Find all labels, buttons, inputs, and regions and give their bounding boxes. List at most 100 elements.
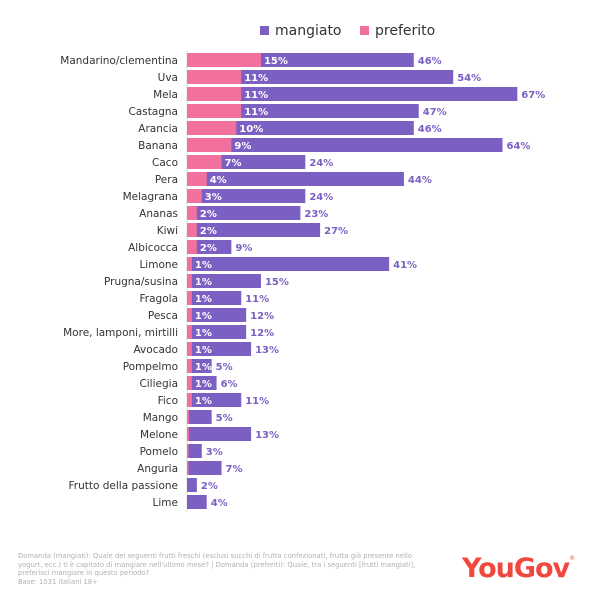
data-label-preferito: 1%	[195, 396, 212, 407]
category-label: Mandarino/clementina	[60, 55, 178, 67]
data-label-preferito: 2%	[200, 243, 217, 254]
data-label-mangiato: 27%	[324, 226, 348, 237]
bar-mangiato	[187, 308, 247, 322]
data-label-preferito: 1%	[195, 379, 212, 390]
bar-row: Ananas 2% 23%	[139, 206, 328, 220]
data-label-mangiato: 54%	[457, 73, 481, 84]
footnote-line: preferisci mangiare in questo periodo?	[18, 569, 150, 578]
bar-row: Melagrana 3% 24%	[123, 189, 333, 203]
category-label: Ciliegia	[139, 378, 178, 390]
data-label-mangiato: 46%	[418, 56, 442, 67]
bar-preferito	[187, 172, 207, 186]
data-label-mangiato: 46%	[418, 124, 442, 135]
bar-row: Lime 4%	[153, 495, 228, 509]
bar-mangiato	[187, 240, 232, 254]
bar-row: Mela 11% 67%	[153, 87, 545, 101]
yougov-logo: YouGov®	[462, 553, 575, 584]
bar-preferito	[187, 104, 242, 118]
data-label-preferito: 3%	[205, 192, 222, 203]
category-label: Kiwi	[157, 225, 178, 237]
data-label-preferito: 4%	[210, 175, 227, 186]
data-label-mangiato: 6%	[221, 379, 238, 390]
bar-mangiato	[187, 376, 217, 390]
data-label-mangiato: 12%	[250, 311, 274, 322]
bar-mangiato	[187, 393, 242, 407]
category-label: Frutto della passione	[69, 480, 178, 492]
data-label-mangiato: 3%	[206, 447, 223, 458]
legend-label-preferito: preferito	[375, 23, 435, 39]
bar-row: Pomelo 3%	[140, 444, 223, 458]
bar-preferito	[187, 138, 232, 152]
data-label-mangiato: 24%	[309, 158, 333, 169]
bar-preferito	[187, 308, 192, 322]
bar-row: Banana 9% 64%	[138, 138, 530, 152]
bar-preferito	[187, 87, 242, 101]
bar-row: Castagna 11% 47%	[128, 104, 447, 118]
category-label: Pompelmo	[123, 361, 178, 373]
legend-label-mangiato: mangiato	[275, 23, 342, 39]
footnote-line: yogurt, ecc.) ti è capitato di mangiare …	[18, 560, 416, 569]
data-label-mangiato: 5%	[216, 413, 233, 424]
bar-mangiato	[187, 342, 252, 356]
data-label-preferito: 1%	[195, 260, 212, 271]
category-label: Mango	[143, 412, 178, 424]
bar-row: Arancia 10% 46%	[138, 121, 442, 135]
data-label-mangiato: 5%	[216, 362, 233, 373]
category-label: Melagrana	[123, 191, 178, 203]
data-label-mangiato: 41%	[393, 260, 417, 271]
data-label-mangiato: 12%	[250, 328, 274, 339]
category-label: Uva	[158, 72, 178, 84]
bar-preferito	[187, 206, 197, 220]
bar-mangiato	[187, 70, 454, 84]
bar-row: Avocado 1% 13%	[133, 342, 279, 356]
bar-row: Fragola 1% 11%	[140, 291, 269, 305]
bar-row: Ciliegia 1% 6%	[139, 376, 238, 390]
bar-preferito	[187, 155, 222, 169]
footnote-base: Base: 1031 italiani 18+	[18, 577, 98, 586]
data-label-preferito: 1%	[195, 294, 212, 305]
category-label: Ananas	[139, 208, 178, 220]
logo-text: YouGov	[462, 553, 570, 584]
category-label: Fico	[158, 395, 178, 407]
data-label-preferito: 2%	[200, 209, 217, 220]
bar-preferito	[187, 121, 237, 135]
bar-chart: mangiato preferito Mandarino/clementina 1…	[60, 23, 545, 512]
data-label-mangiato: 11%	[245, 294, 269, 305]
category-label: Arancia	[138, 123, 178, 135]
data-label-mangiato: 47%	[423, 107, 447, 118]
bar-row: Limone 1% 41%	[139, 257, 417, 271]
bar-preferito	[187, 444, 189, 458]
data-label-mangiato: 2%	[201, 481, 218, 492]
bar-preferito	[187, 257, 192, 271]
bar-preferito	[187, 325, 192, 339]
bar-row: Melone 13%	[140, 427, 279, 441]
bar-row: Fico 1% 11%	[158, 393, 269, 407]
legend-swatch-mangiato	[260, 26, 269, 35]
category-label: Fragola	[140, 293, 178, 305]
bar-mangiato	[187, 274, 261, 288]
bar-preferito	[187, 53, 261, 67]
bar-mangiato	[187, 495, 207, 509]
data-label-mangiato: 13%	[255, 430, 279, 441]
legend: mangiato preferito	[260, 23, 435, 39]
data-label-preferito: 7%	[225, 158, 242, 169]
bar-mangiato	[187, 291, 242, 305]
bar-row: Pera 4% 44%	[155, 172, 432, 186]
data-label-preferito: 1%	[195, 362, 212, 373]
data-label-preferito: 2%	[200, 226, 217, 237]
category-label: Prugna/susina	[104, 276, 178, 288]
bar-row: Mandarino/clementina 15% 46%	[60, 53, 442, 67]
bar-mangiato	[187, 478, 197, 492]
bar-preferito	[187, 291, 192, 305]
bar-row: More, lamponi, mirtilli 1% 12%	[63, 325, 274, 339]
data-label-mangiato: 67%	[521, 90, 545, 101]
bar-mangiato	[187, 410, 212, 424]
data-label-preferito: 1%	[195, 345, 212, 356]
data-label-preferito: 11%	[244, 73, 268, 84]
bar-preferito	[187, 461, 189, 475]
bar-row: Albicocca 2% 9%	[128, 240, 252, 254]
data-label-preferito: 11%	[244, 90, 268, 101]
data-label-mangiato: 11%	[245, 396, 269, 407]
bar-preferito	[187, 70, 242, 84]
data-label-preferito: 15%	[264, 56, 288, 67]
